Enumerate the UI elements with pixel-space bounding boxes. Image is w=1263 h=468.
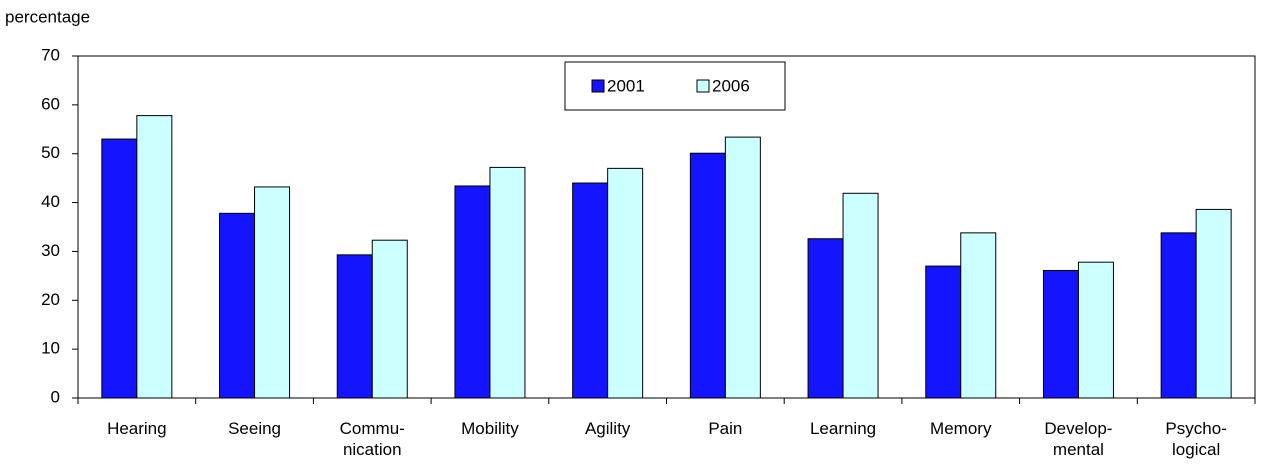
bar: [101, 138, 138, 399]
bar: [371, 239, 408, 399]
x-tick-label: Develop- mental: [1044, 419, 1113, 459]
x-tick-label: Agility: [584, 419, 631, 438]
bar: [572, 182, 609, 399]
bar: [607, 167, 644, 399]
bar: [136, 115, 173, 399]
x-tick-label: Hearing: [107, 419, 167, 438]
x-tick-label: Mobility: [461, 419, 519, 438]
x-tick-label: Pain: [708, 419, 743, 438]
x-tick-label: Commu- nication: [339, 419, 405, 459]
legend-swatch: [591, 79, 605, 93]
bar: [219, 212, 256, 399]
bar: [842, 192, 879, 399]
x-tick-label: Psycho- logical: [1165, 419, 1227, 459]
bar: [489, 166, 526, 399]
y-tick-label: 20: [41, 290, 60, 309]
y-tick-label: 0: [51, 387, 60, 406]
y-axis-label: percentage: [5, 7, 90, 26]
bar: [689, 152, 726, 399]
y-tick-label: 30: [41, 241, 60, 260]
bar: [925, 265, 962, 399]
bar: [1195, 208, 1232, 399]
x-tick-label: Seeing: [228, 419, 282, 438]
bar: [724, 136, 761, 399]
x-tick-label: Learning: [809, 419, 877, 438]
y-tick-label: 60: [41, 94, 60, 113]
bar: [454, 185, 491, 399]
legend-swatch: [696, 79, 710, 93]
y-tick-label: 70: [41, 45, 60, 64]
bar: [1077, 261, 1114, 399]
bar: [254, 186, 291, 399]
bar: [807, 238, 844, 399]
legend-label: 2001: [607, 76, 645, 95]
y-tick-label: 10: [41, 339, 60, 358]
y-tick-label: 40: [41, 192, 60, 211]
bar: [960, 232, 997, 399]
bar: [1160, 232, 1197, 399]
legend-label: 2006: [712, 76, 750, 95]
y-tick-label: 50: [41, 143, 60, 162]
x-tick-label: Memory: [930, 419, 992, 438]
bar: [336, 254, 373, 399]
bar: [1042, 269, 1079, 399]
